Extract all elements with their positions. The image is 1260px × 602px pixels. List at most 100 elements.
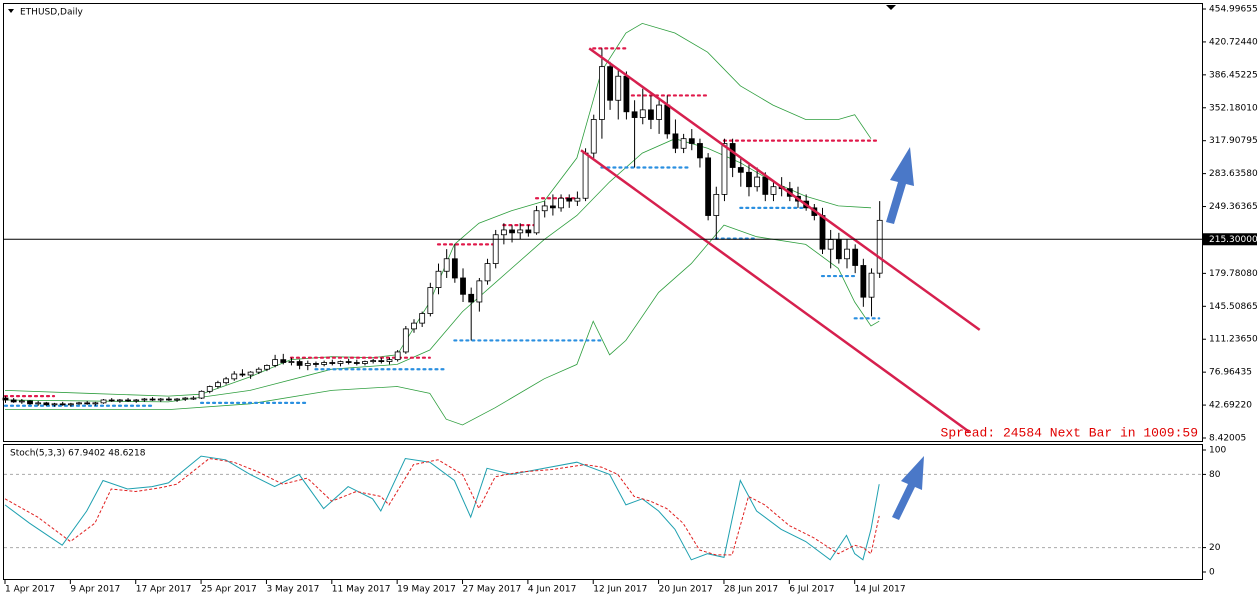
candle-body [206, 386, 213, 392]
y-tick-label: 80 [1209, 470, 1221, 480]
candle-body [460, 277, 466, 295]
x-tick-label: 14 Jul 2017 [855, 585, 906, 595]
candle-body [705, 157, 712, 216]
candle-body [770, 186, 777, 195]
candle-body [157, 398, 164, 401]
candle-body [321, 362, 328, 365]
candle-body [827, 239, 834, 250]
y-tick-label: 76.96435 [1209, 368, 1252, 378]
candle-body [141, 398, 148, 401]
candle-body [18, 400, 25, 403]
y-tick-label: 352.18010 [1209, 103, 1258, 113]
stoch-title: Stoch(5,3,3) 67.9402 48.6218 [10, 449, 146, 459]
candle-body [84, 402, 91, 405]
plot: 454.99655 420.72440 386.45225 352.18010 317.… [2, 5, 1258, 595]
bollinger-band [4, 22, 872, 397]
x-tick-label: 1 Apr 2017 [5, 585, 55, 595]
candle-body [272, 359, 279, 366]
candle-body [599, 66, 605, 120]
candle-body [231, 373, 238, 380]
candle-body [198, 390, 205, 399]
candle-body [100, 399, 107, 404]
y-tick-label: 283.63580 [1209, 169, 1258, 179]
candle-body [92, 402, 99, 405]
candle-body [533, 210, 540, 234]
candle-body [329, 362, 336, 364]
candle-body [680, 138, 687, 149]
candle-body [492, 234, 499, 264]
candle-body [313, 363, 319, 365]
candle-body [2, 397, 9, 401]
candle-body [402, 328, 409, 353]
candle-body [411, 322, 417, 330]
candle-body [623, 75, 630, 113]
candle-body [427, 287, 434, 314]
candle-body [35, 402, 42, 405]
candle-body [737, 167, 744, 173]
x-tick-label: 6 Jul 2017 [789, 585, 834, 595]
y-tick-label: 386.45225 [1209, 70, 1258, 80]
candle-body [304, 363, 311, 366]
candle-body [697, 143, 703, 159]
candle-body [713, 194, 720, 216]
candle-body [672, 133, 679, 149]
y-tick-label: 454.99655 [1209, 5, 1258, 15]
candle-body [345, 361, 352, 363]
candle-body [819, 215, 826, 250]
candle-body [876, 219, 883, 274]
candle-body [378, 360, 385, 362]
candle-body [10, 399, 17, 403]
candle-body [125, 399, 131, 402]
candle-body [280, 359, 287, 363]
symbol-marker [8, 9, 14, 13]
candle-body [509, 229, 515, 234]
candle-body [746, 171, 752, 188]
candle-body [133, 399, 140, 402]
candle-body [525, 229, 532, 234]
x-tick-label: 11 May 2017 [332, 585, 391, 595]
candle-body [656, 104, 662, 120]
arrow-up [886, 147, 924, 520]
candle-body [419, 313, 426, 324]
x-tick-label: 27 May 2017 [463, 585, 522, 595]
candle-body [76, 402, 82, 405]
candle-body [394, 351, 401, 361]
candle-body [729, 143, 736, 168]
x-tick-label: 20 Jun 2017 [659, 585, 713, 595]
current-price-label: 215.30000 [1209, 235, 1258, 245]
y-tick-label: 42.69220 [1209, 401, 1252, 411]
candle-body [165, 398, 172, 401]
candle-body [443, 258, 450, 272]
candle-body [239, 373, 246, 376]
candle-body [631, 111, 638, 118]
candle-body [149, 398, 156, 401]
x-tick-label: 9 Apr 2017 [70, 585, 120, 595]
candle-body [247, 371, 254, 376]
candle-body [566, 197, 573, 202]
stoch-line [4, 455, 880, 561]
y-tick-label: 317.90795 [1209, 136, 1258, 146]
candle-body [639, 109, 646, 118]
chart-title: ETHUSD,Daily [20, 8, 83, 18]
spread-info: Spread: 24584 Next Bar in 1009:59 [941, 425, 1198, 440]
candle-body [762, 176, 769, 195]
x-tick-label: 17 Apr 2017 [136, 585, 192, 595]
x-tick-label: 12 Jun 2017 [593, 585, 647, 595]
candle-body [721, 143, 728, 195]
candle-body [476, 280, 483, 303]
y-tick-label: 145.50865 [1209, 302, 1258, 312]
candle-body [51, 403, 58, 406]
candle-body [337, 361, 344, 364]
candle-body [370, 360, 377, 362]
candle-body [754, 176, 761, 188]
candle-body [468, 293, 475, 303]
candle-body [296, 361, 303, 366]
candle-body [582, 152, 589, 199]
candle-body [59, 403, 66, 406]
shift-marker [886, 5, 896, 10]
candle-body [574, 197, 581, 202]
candle-body [860, 265, 867, 298]
stoch-panel [3, 444, 1203, 580]
